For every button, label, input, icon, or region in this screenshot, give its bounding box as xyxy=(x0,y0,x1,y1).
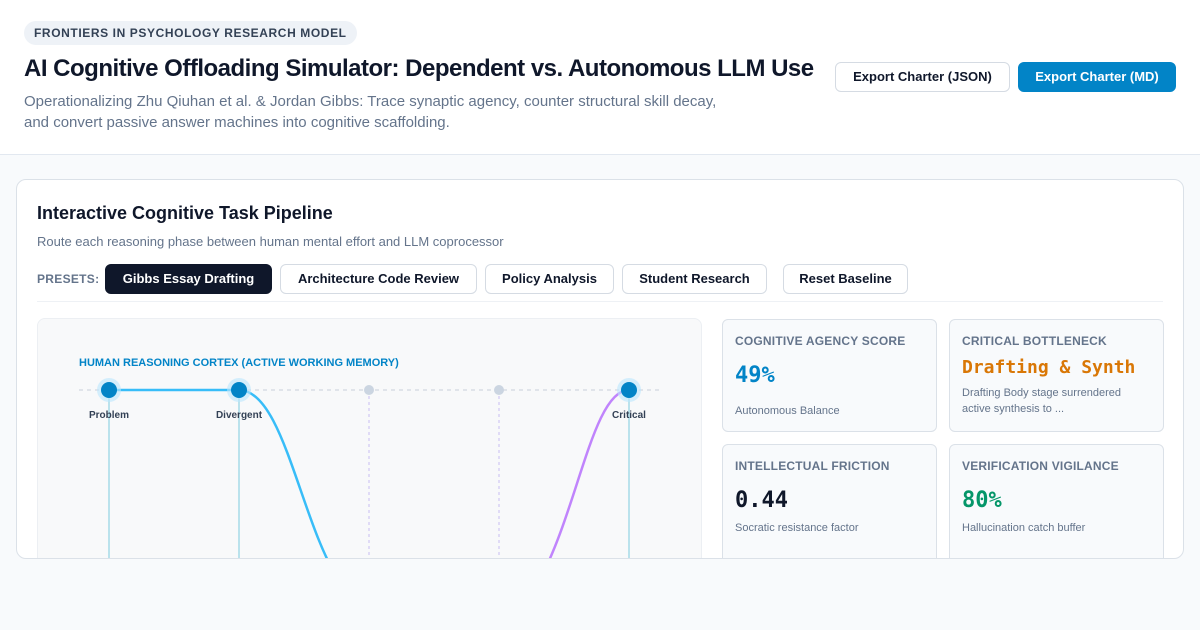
journal-badge: FRONTIERS IN PSYCHOLOGY RESEARCH MODEL xyxy=(24,21,357,45)
stage-node-empty[interactable] xyxy=(364,385,374,395)
reset-baseline-button[interactable]: Reset Baseline xyxy=(783,264,908,294)
export-json-button[interactable]: Export Charter (JSON) xyxy=(835,62,1010,92)
metric-card-friction: INTELLECTUAL FRICTION 0.44 Socratic resi… xyxy=(722,444,937,558)
page-title: AI Cognitive Offloading Simulator: Depen… xyxy=(24,55,814,82)
stage-label-divergent: Divergent xyxy=(216,410,263,421)
stage-label-critical: Critical xyxy=(612,410,646,421)
metric-desc: Autonomous Balance xyxy=(735,405,840,417)
preset-policy-analysis[interactable]: Policy Analysis xyxy=(485,264,614,294)
metric-value: Drafting & Synth xyxy=(962,357,1136,378)
export-md-button[interactable]: Export Charter (MD) xyxy=(1018,62,1176,92)
divider xyxy=(37,301,1163,302)
stage-node-critical[interactable] xyxy=(617,378,641,402)
metric-label: CRITICAL BOTTLENECK xyxy=(962,334,1107,348)
metric-desc: Hallucination catch buffer xyxy=(962,522,1086,534)
metric-card-vigilance: VERIFICATION VIGILANCE 80% Hallucination… xyxy=(949,444,1164,558)
page-header: FRONTIERS IN PSYCHOLOGY RESEARCH MODEL A… xyxy=(0,0,1200,155)
metric-desc: Socratic resistance factor xyxy=(735,522,859,534)
metric-label: VERIFICATION VIGILANCE xyxy=(962,459,1119,473)
presets-label: PRESETS: xyxy=(37,272,100,286)
stage-node-empty[interactable] xyxy=(494,385,504,395)
metric-card-bottleneck: CRITICAL BOTTLENECK Drafting & Synth Dra… xyxy=(949,319,1164,432)
page-subtitle: Operationalizing Zhu Qiuhan et al. & Jor… xyxy=(24,93,717,131)
stage-label-problem: Problem xyxy=(89,410,129,421)
stage-node-divergent[interactable] xyxy=(227,378,251,402)
metric-card-agency: COGNITIVE AGENCY SCORE 49% Autonomous Ba… xyxy=(722,319,937,432)
preset-architecture-code-review[interactable]: Architecture Code Review xyxy=(280,264,477,294)
metric-label: COGNITIVE AGENCY SCORE xyxy=(735,334,906,348)
stage-node-problem[interactable] xyxy=(97,378,121,402)
pipeline-title: Interactive Cognitive Task Pipeline xyxy=(37,203,333,223)
human-lane-label: HUMAN REASONING CORTEX (ACTIVE WORKING M… xyxy=(79,357,399,369)
metric-value: 80% xyxy=(962,488,1002,513)
metric-value: 49% xyxy=(735,363,775,388)
metric-desc: Drafting Body stage surrendered active s… xyxy=(962,387,1121,415)
pipeline-svg: HUMAN REASONING CORTEX (ACTIVE WORKING M… xyxy=(79,357,661,558)
metric-label: INTELLECTUAL FRICTION xyxy=(735,459,890,473)
llm-return-path xyxy=(548,388,630,558)
pipeline-subtitle: Route each reasoning phase between human… xyxy=(37,234,504,249)
cognitive-pipeline-visualization: HUMAN REASONING CORTEX (ACTIVE WORKING M… xyxy=(37,318,702,558)
preset-student-research[interactable]: Student Research xyxy=(622,264,767,294)
preset-gibbs-essay-drafting[interactable]: Gibbs Essay Drafting xyxy=(105,264,272,294)
pipeline-card: Interactive Cognitive Task Pipeline Rout… xyxy=(16,179,1184,559)
metric-value: 0.44 xyxy=(735,488,788,513)
